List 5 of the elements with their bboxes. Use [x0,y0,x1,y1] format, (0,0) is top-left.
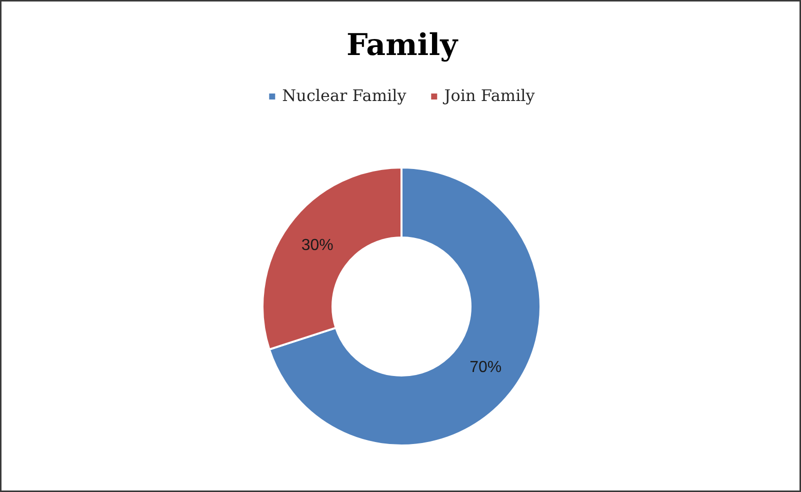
legend-label: Join Family [444,86,535,105]
chart-title: Family [346,28,460,63]
data-label: 70% [470,359,502,376]
legend-label: Nuclear Family [282,86,406,105]
data-label: 30% [301,236,334,254]
